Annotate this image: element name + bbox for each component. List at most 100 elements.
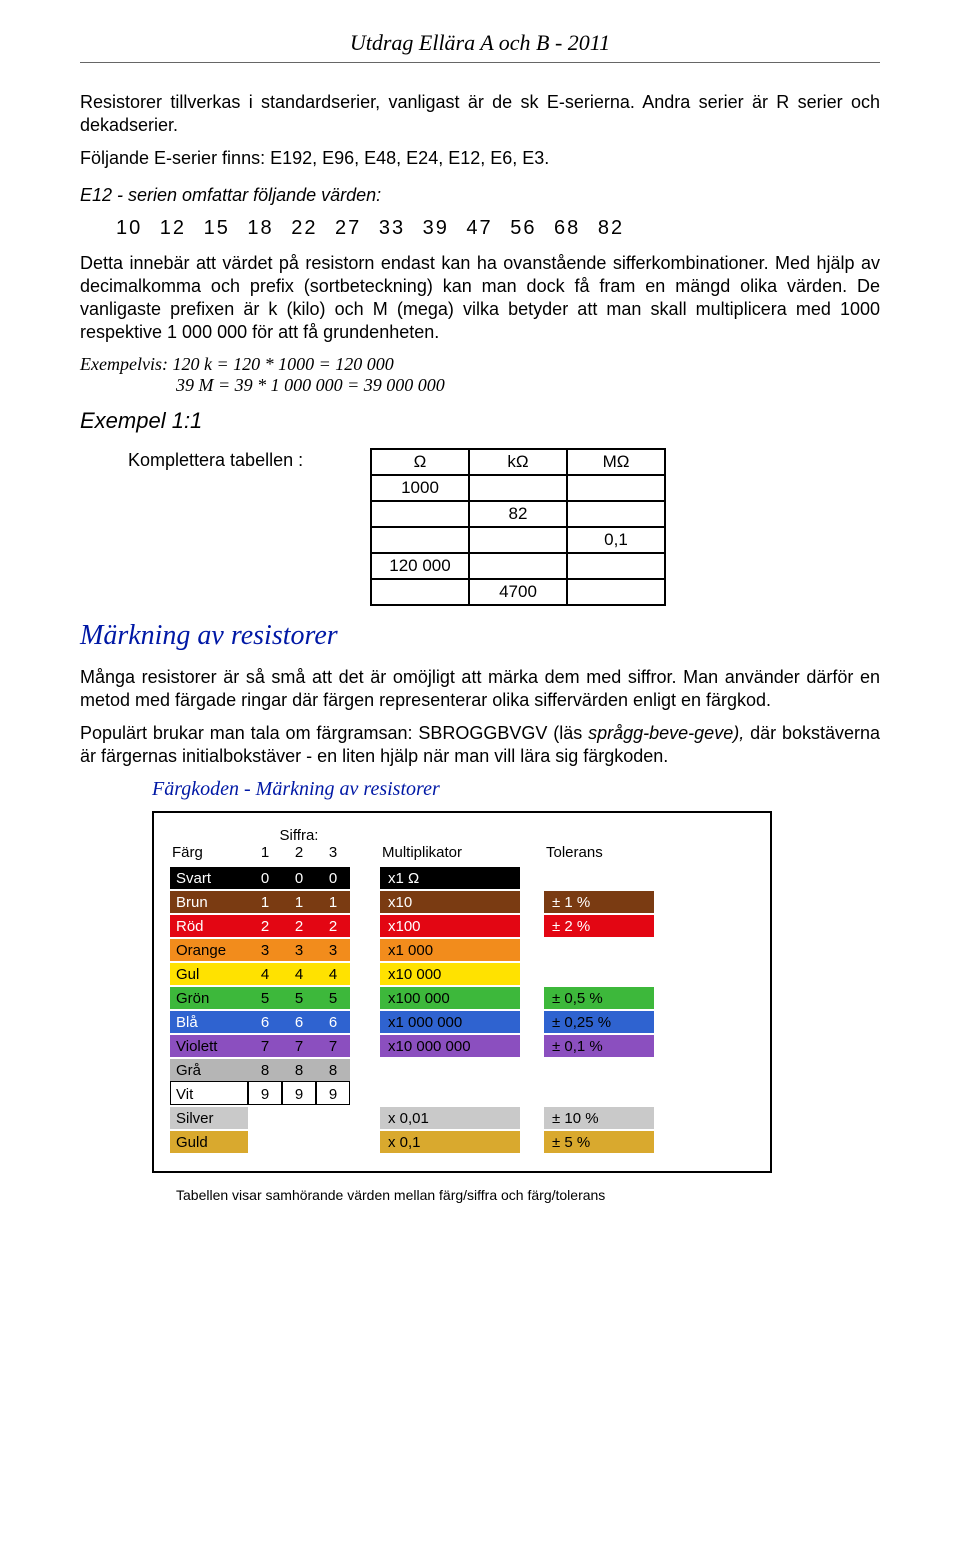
spacer	[350, 827, 380, 844]
color-digit: 5	[248, 985, 282, 1009]
color-name: Silver	[170, 1105, 248, 1129]
example-1-1-block: Komplettera tabellen : Ω kΩ MΩ 1000 82 0…	[80, 448, 880, 606]
table-row: 0,1	[371, 527, 665, 553]
spacer	[350, 937, 380, 961]
marking-section-title: Märkning av resistorer	[80, 620, 880, 652]
spacer	[350, 889, 380, 913]
color-digit: 9	[282, 1081, 316, 1105]
spacer	[282, 1105, 316, 1129]
spacer	[282, 1129, 316, 1153]
color-multiplier: x 0,01	[380, 1105, 520, 1129]
color-digit: 2	[316, 913, 350, 937]
spacer	[520, 961, 544, 985]
page-header-title: Utdrag Ellära A och B - 2011	[80, 30, 880, 56]
spacer	[350, 985, 380, 1009]
spacer	[380, 1081, 520, 1105]
header-siffra: Siffra:	[248, 827, 350, 844]
spacer	[520, 1129, 544, 1153]
header-d3: 3	[316, 844, 350, 865]
e12-values-row: 10 12 15 18 22 27 33 39 47 56 68 82	[116, 217, 880, 240]
spacer	[520, 889, 544, 913]
spacer	[544, 937, 654, 961]
color-digit: 6	[316, 1009, 350, 1033]
spacer	[350, 1081, 380, 1105]
color-tolerance: ± 2 %	[544, 913, 654, 937]
color-tolerance: ± 1 %	[544, 889, 654, 913]
spacer	[520, 985, 544, 1009]
intro-paragraph-2: Följande E-serier finns: E192, E96, E48,…	[80, 147, 880, 170]
spacer	[350, 865, 380, 889]
marking-p2a: Populärt brukar man tala om färgramsan: …	[80, 723, 588, 743]
color-digit: 0	[316, 865, 350, 889]
example-1-1-label: Komplettera tabellen :	[80, 448, 370, 471]
color-digit: 9	[316, 1081, 350, 1105]
color-multiplier: x1 000	[380, 937, 520, 961]
color-name: Blå	[170, 1009, 248, 1033]
spacer	[520, 827, 544, 844]
color-name: Brun	[170, 889, 248, 913]
header-d1: 1	[248, 844, 282, 865]
color-name: Gul	[170, 961, 248, 985]
color-multiplier: x10 000	[380, 961, 520, 985]
spacer	[316, 1129, 350, 1153]
spacer	[520, 844, 544, 865]
header-mult: Multiplikator	[380, 844, 520, 865]
spacer	[350, 1129, 380, 1153]
header-farg: Färg	[170, 844, 248, 865]
table-header-mohm: MΩ	[567, 449, 665, 475]
color-name: Guld	[170, 1129, 248, 1153]
color-digit: 3	[248, 937, 282, 961]
color-digit: 6	[248, 1009, 282, 1033]
spacer	[520, 865, 544, 889]
color-name: Orange	[170, 937, 248, 961]
table-row: 120 000	[371, 553, 665, 579]
color-digit: 6	[282, 1009, 316, 1033]
table-row: 82	[371, 501, 665, 527]
table-row: Ω kΩ MΩ	[371, 449, 665, 475]
spacer	[170, 827, 248, 844]
spacer	[520, 1081, 544, 1105]
spacer	[520, 937, 544, 961]
color-digit: 0	[248, 865, 282, 889]
prefix-table: Ω kΩ MΩ 1000 82 0,1 120 000 4700	[370, 448, 666, 606]
color-digit: 7	[316, 1033, 350, 1057]
spacer	[350, 1057, 380, 1081]
color-multiplier: x 0,1	[380, 1129, 520, 1153]
spacer	[544, 827, 654, 844]
intro-paragraph-4: Detta innebär att värdet på resistorn en…	[80, 252, 880, 344]
spacer	[544, 1057, 654, 1081]
spacer	[350, 913, 380, 937]
color-digit: 1	[248, 889, 282, 913]
spacer	[350, 1009, 380, 1033]
color-digit: 1	[282, 889, 316, 913]
color-tolerance: ± 5 %	[544, 1129, 654, 1153]
color-tolerance: ± 0,1 %	[544, 1033, 654, 1057]
spacer	[248, 1105, 282, 1129]
color-digit: 3	[316, 937, 350, 961]
color-multiplier: x1 Ω	[380, 865, 520, 889]
table-row: 1000	[371, 475, 665, 501]
color-digit: 7	[248, 1033, 282, 1057]
color-multiplier: x1 000 000	[380, 1009, 520, 1033]
spacer	[544, 961, 654, 985]
marking-paragraph-1: Många resistorer är så små att det är om…	[80, 666, 880, 712]
example-line-1: Exempelvis: 120 k = 120 * 1000 = 120 000	[80, 354, 880, 375]
color-multiplier: x10 000 000	[380, 1033, 520, 1057]
spacer	[520, 913, 544, 937]
color-code-table: Siffra:Färg123MultiplikatorToleransSvart…	[152, 811, 772, 1173]
marking-p2b: språgg-beve-geve),	[588, 723, 744, 743]
color-tolerance: ± 0,25 %	[544, 1009, 654, 1033]
color-digit: 9	[248, 1081, 282, 1105]
spacer	[520, 1105, 544, 1129]
color-digit: 5	[282, 985, 316, 1009]
color-digit: 7	[282, 1033, 316, 1057]
example-1-1-heading: Exempel 1:1	[80, 408, 880, 434]
color-name: Vit	[170, 1081, 248, 1105]
color-digit: 1	[316, 889, 350, 913]
color-digit: 5	[316, 985, 350, 1009]
color-name: Grå	[170, 1057, 248, 1081]
spacer	[350, 1033, 380, 1057]
color-digit: 0	[282, 865, 316, 889]
color-table-caption: Tabellen visar samhörande värden mellan …	[176, 1187, 880, 1203]
color-digit: 8	[282, 1057, 316, 1081]
